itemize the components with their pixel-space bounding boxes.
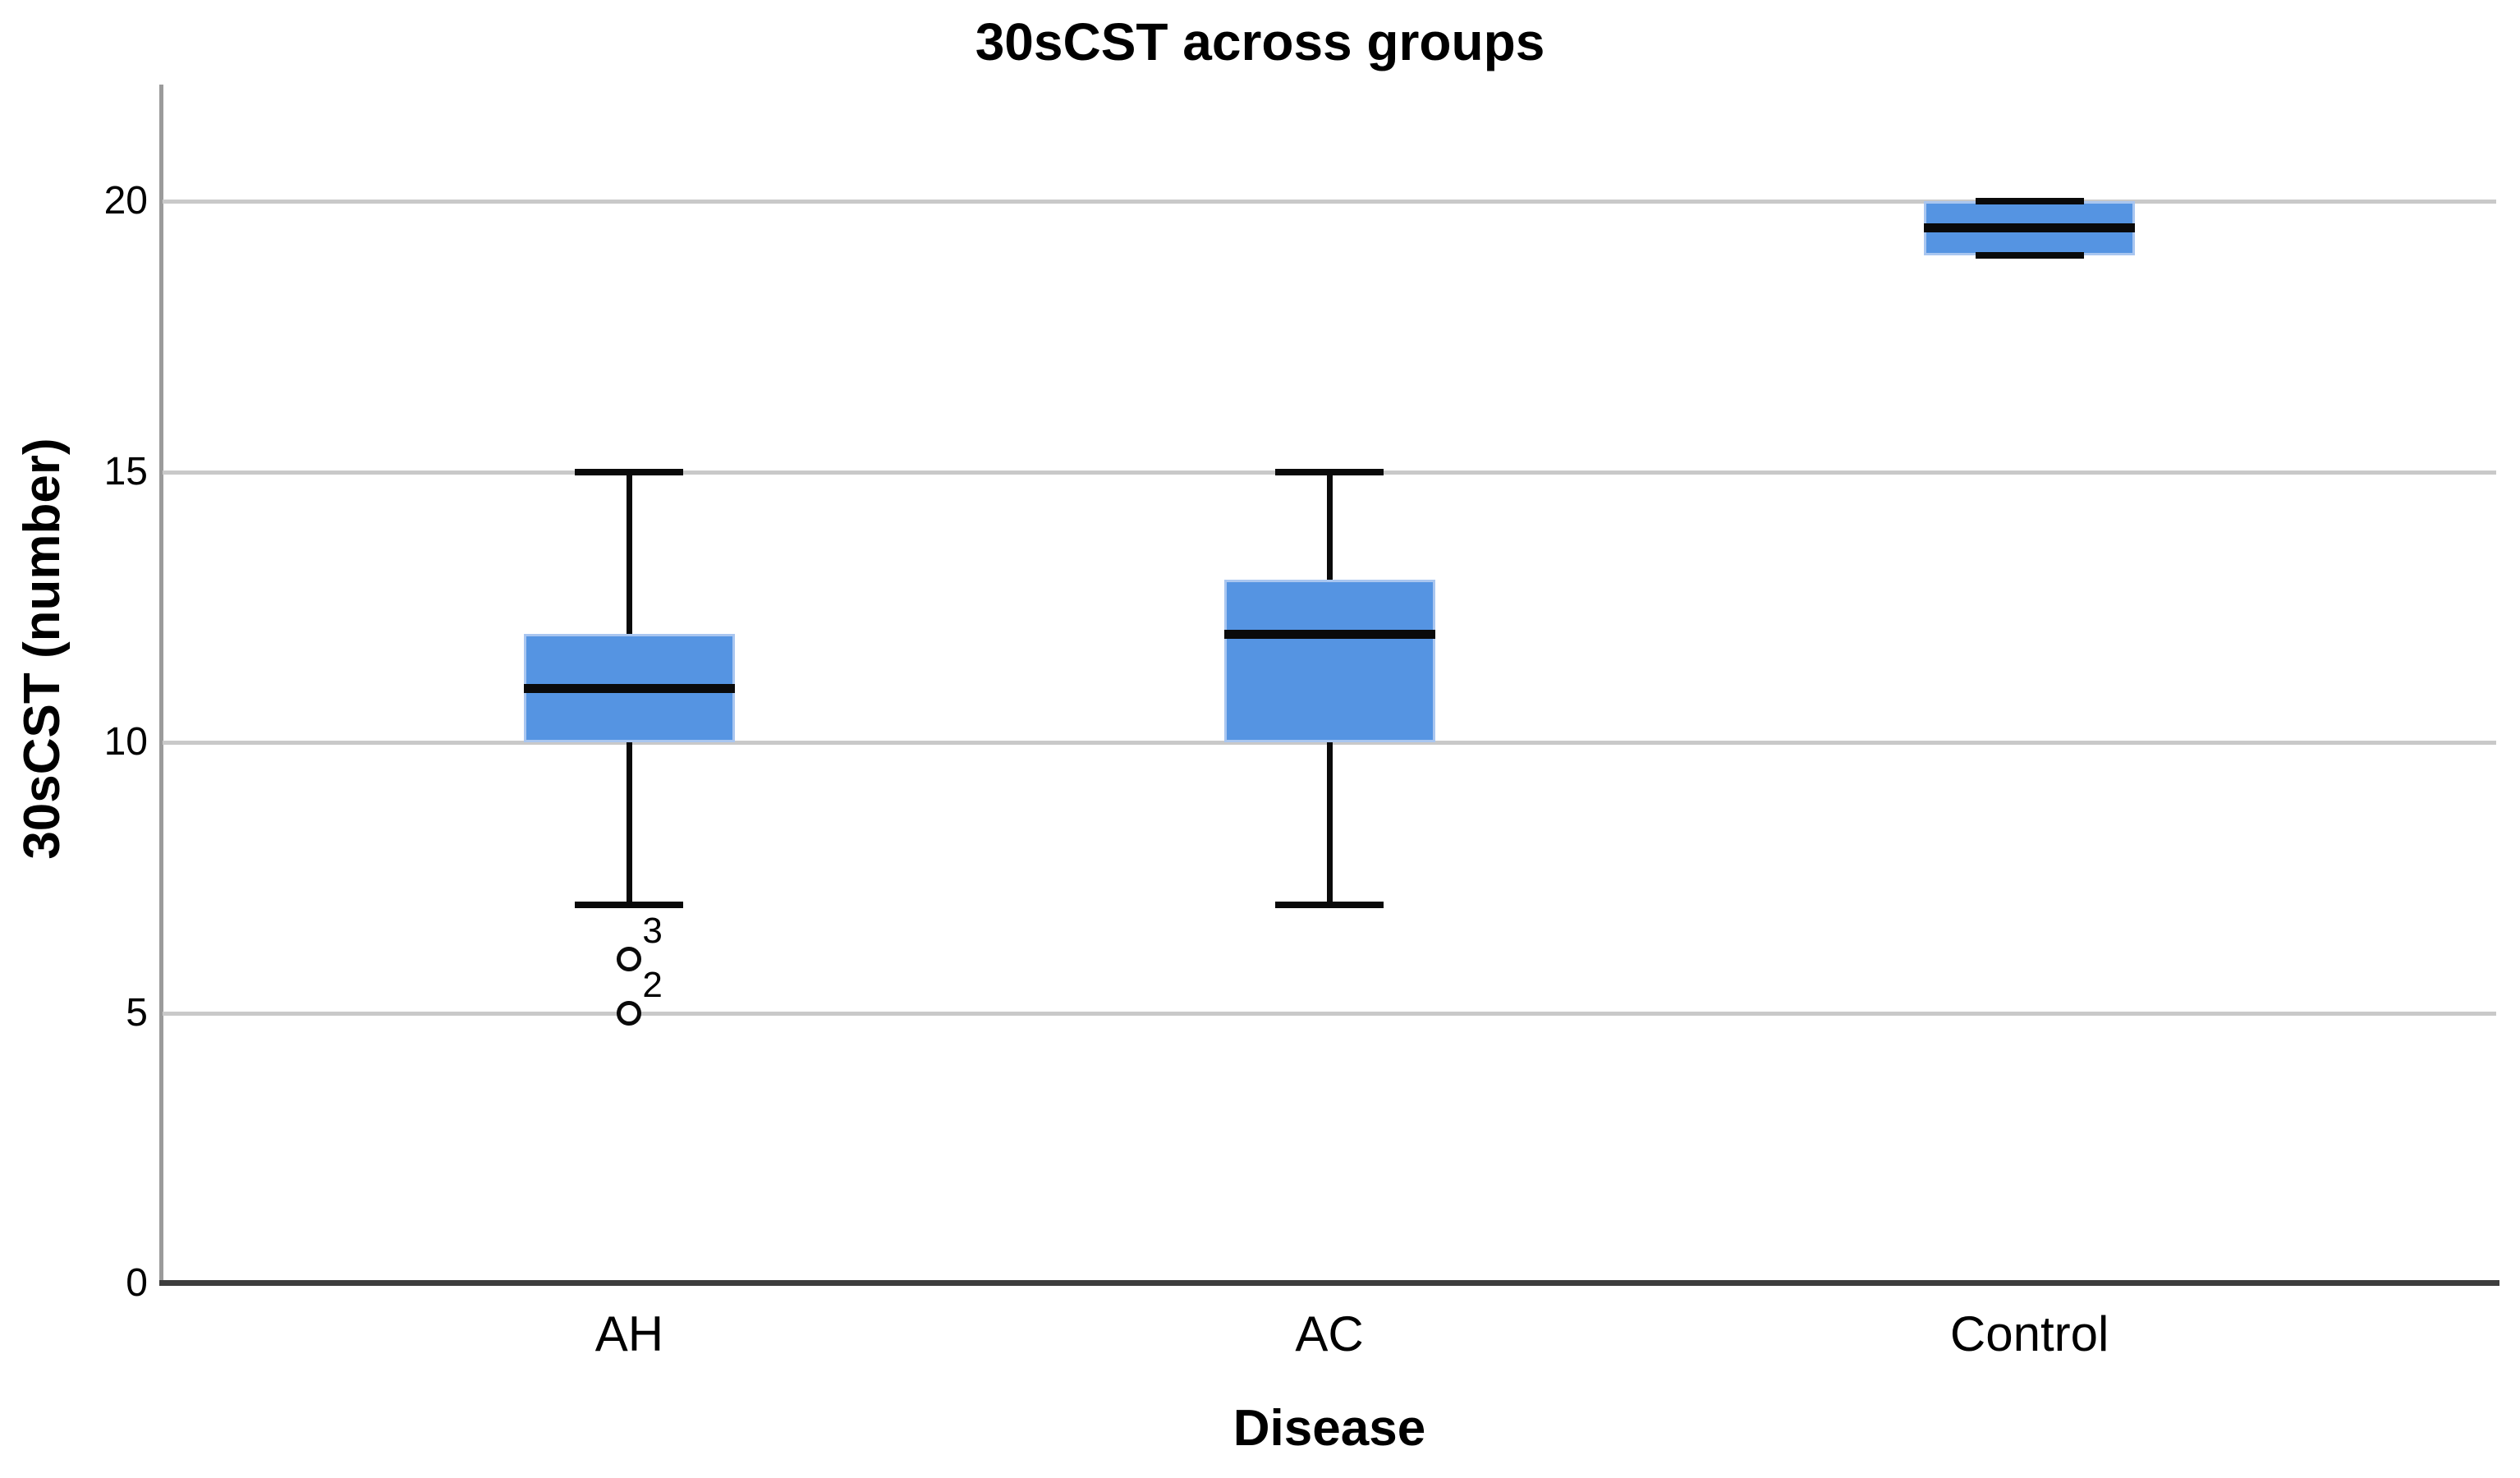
outlier-point — [617, 946, 642, 971]
y-axis-title: 30sCST (number) — [14, 438, 71, 860]
y-tick-label: 20 — [103, 179, 148, 223]
whisker-lower-stem — [1326, 742, 1333, 905]
y-tick-label: 15 — [103, 449, 148, 493]
whisker-upper-cap — [1275, 468, 1384, 475]
chart-title: 30sCST across groups — [975, 12, 1545, 71]
whisker-lower-cap — [575, 901, 684, 908]
median-line — [1223, 629, 1435, 639]
boxplot-box — [1223, 580, 1435, 742]
whisker-lower-cap — [1275, 901, 1384, 908]
x-axis-title: Disease — [1232, 1400, 1426, 1457]
y-tick-label: 5 — [126, 990, 148, 1035]
outlier-point — [617, 1000, 642, 1026]
gridline — [163, 1011, 2496, 1016]
whisker-upper-stem — [1326, 471, 1333, 581]
y-tick-label: 0 — [126, 1261, 148, 1305]
x-axis-line — [159, 1280, 2499, 1286]
x-category-label: AH — [594, 1306, 664, 1361]
median-line — [1924, 223, 2136, 233]
y-axis-line — [159, 85, 163, 1284]
whisker-upper-stem — [626, 471, 632, 635]
whisker-upper-cap — [1975, 198, 2084, 204]
outlier-label: 3 — [642, 910, 663, 951]
gridline — [163, 200, 2496, 204]
whisker-upper-cap — [575, 468, 684, 475]
whisker-lower-cap — [1975, 251, 2084, 259]
whisker-lower-stem — [626, 742, 632, 905]
median-line — [523, 683, 735, 693]
outlier-label: 2 — [642, 964, 663, 1005]
x-category-label: AC — [1295, 1306, 1364, 1361]
y-tick-label: 10 — [103, 720, 148, 764]
x-category-label: Control — [1949, 1306, 2109, 1361]
